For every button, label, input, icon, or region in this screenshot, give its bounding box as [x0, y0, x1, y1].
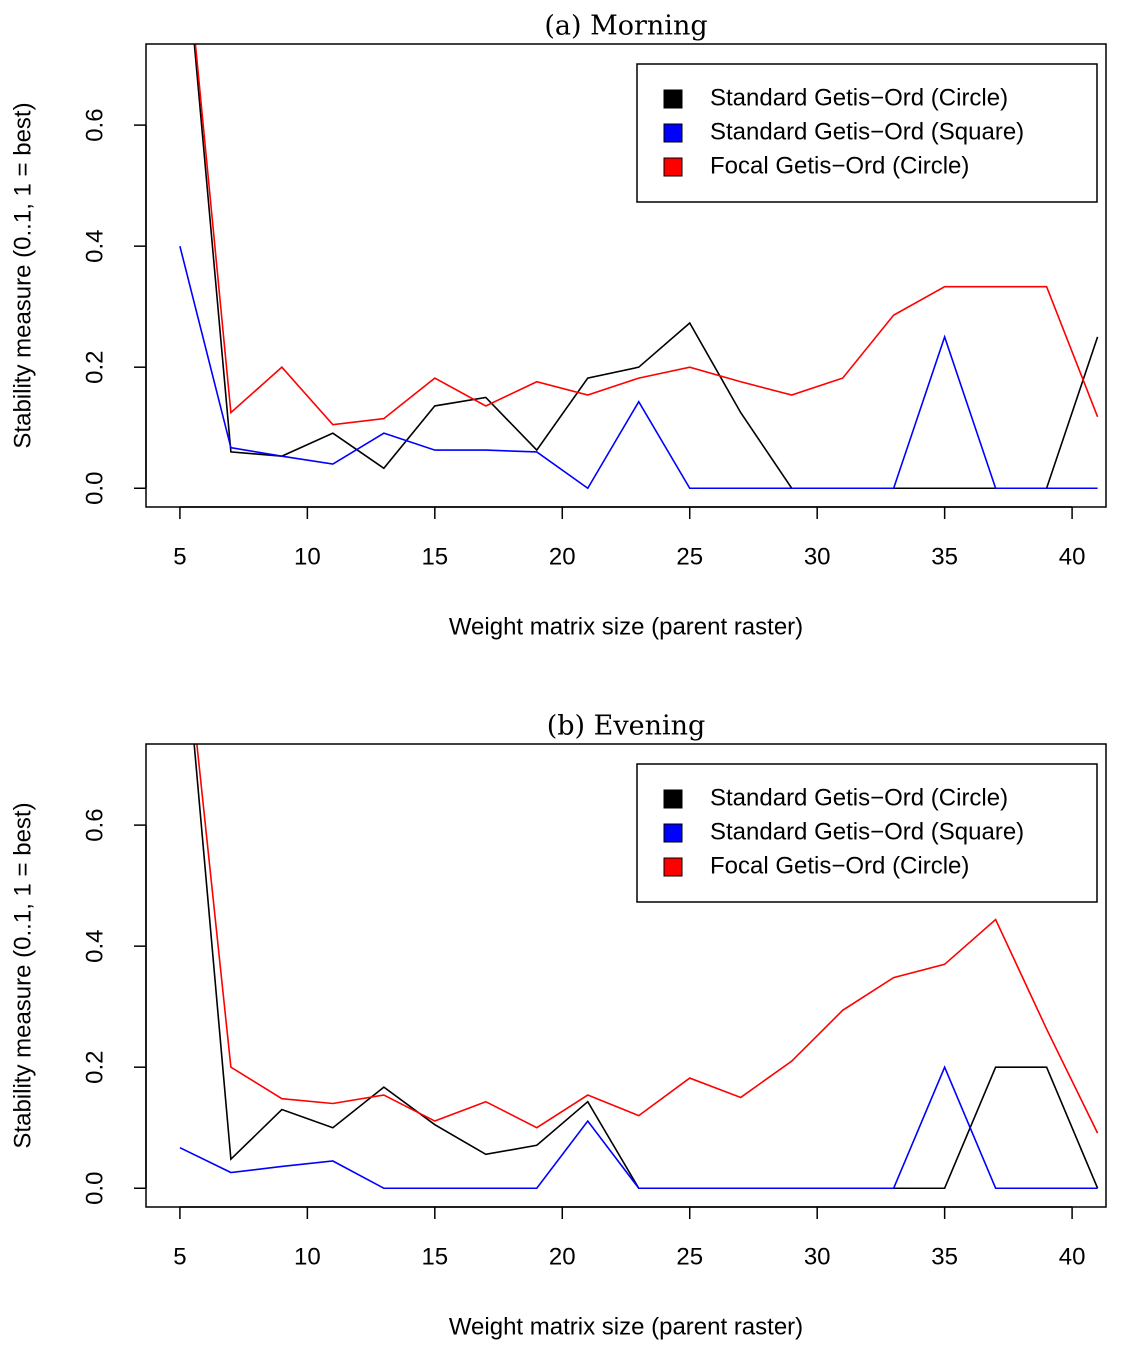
legend-label: Standard Getis−Ord (Square)	[710, 118, 1024, 145]
legend-frame	[636, 63, 1098, 203]
y-tick-label: 0.4	[81, 929, 108, 962]
legend-swatch	[663, 157, 683, 177]
x-tick-label: 40	[1059, 543, 1086, 570]
legend-label: Focal Getis−Ord (Circle)	[710, 852, 969, 879]
series-line	[196, 744, 1099, 1134]
series-line	[194, 44, 1099, 426]
x-tick-label: 25	[676, 543, 703, 570]
x-tick-label: 10	[294, 1243, 321, 1270]
x-tick-label: 35	[931, 543, 958, 570]
x-tick-label: 30	[804, 543, 831, 570]
legend-label: Standard Getis−Ord (Circle)	[710, 784, 1008, 811]
legend-label: Focal Getis−Ord (Circle)	[710, 152, 969, 179]
y-tick-label: 0.6	[81, 808, 108, 841]
lines	[179, 744, 1099, 1190]
y-axis-label: Stability measure (0..1, 1 = best)	[9, 802, 36, 1148]
series-line	[179, 245, 1098, 490]
legend-swatch	[663, 789, 683, 809]
legend-frame	[636, 763, 1098, 903]
x-tick-label: 35	[931, 1243, 958, 1270]
y-tick-label: 0.2	[81, 1051, 108, 1084]
series-line	[193, 44, 1099, 490]
x-tick-label: 30	[804, 1243, 831, 1270]
chart-title: (b) Evening	[547, 711, 706, 742]
x-axis-label: Weight matrix size (parent raster)	[449, 1313, 803, 1340]
legend-swatch	[663, 823, 683, 843]
y-axis-label: Stability measure (0..1, 1 = best)	[9, 102, 36, 448]
x-tick-label: 20	[549, 1243, 576, 1270]
x-tick-label: 15	[421, 1243, 448, 1270]
chart-title: (a) Morning	[544, 11, 707, 42]
x-tick-label: 15	[421, 543, 448, 570]
y-tick-label: 0.4	[81, 229, 108, 262]
y-tick-label: 0.0	[81, 472, 108, 505]
x-tick-label: 5	[173, 543, 186, 570]
lines	[179, 44, 1099, 490]
x-axis-label: Weight matrix size (parent raster)	[449, 613, 803, 640]
legend: Standard Getis−Ord (Circle) Standard Geti…	[636, 63, 1098, 203]
legend-swatch	[663, 89, 683, 109]
series-line	[179, 1065, 1098, 1190]
y-tick-label: 0.6	[81, 108, 108, 141]
legend-swatch	[663, 857, 683, 877]
y-tick-label: 0.2	[81, 351, 108, 384]
x-tick-label: 10	[294, 543, 321, 570]
panel: (a) Morning Weight matrix size (parent ra…	[9, 11, 1107, 640]
legend: Standard Getis−Ord (Circle) Standard Geti…	[636, 763, 1098, 903]
x-tick-label: 20	[549, 543, 576, 570]
x-tick-label: 25	[676, 1243, 703, 1270]
legend-swatch	[663, 123, 683, 143]
x-tick-label: 40	[1059, 1243, 1086, 1270]
y-tick-label: 0.0	[81, 1172, 108, 1205]
panel: (b) Evening Weight matrix size (parent ra…	[9, 711, 1107, 1340]
legend-label: Standard Getis−Ord (Circle)	[710, 84, 1008, 111]
x-tick-label: 5	[173, 1243, 186, 1270]
legend-label: Standard Getis−Ord (Square)	[710, 818, 1024, 845]
